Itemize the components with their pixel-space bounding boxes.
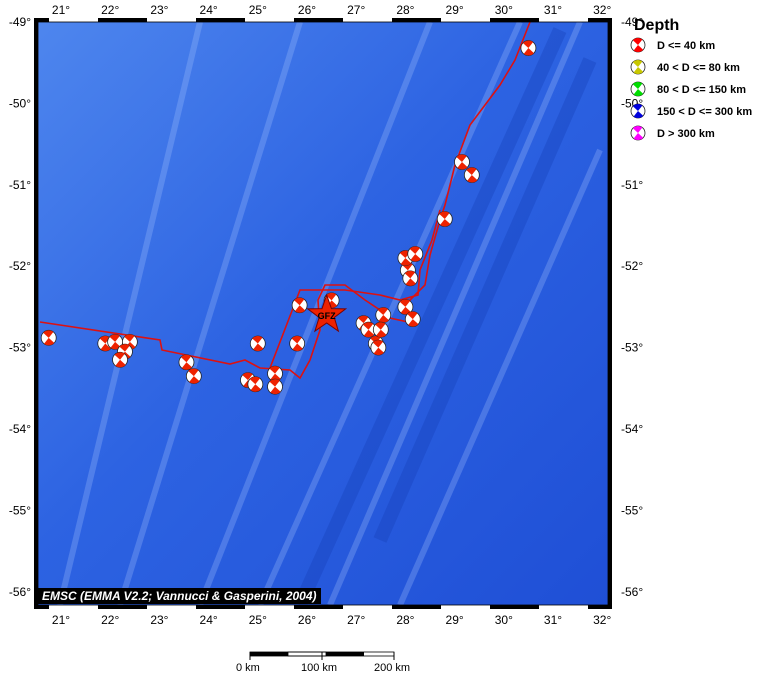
legend-item: 40 < D <= 80 km	[630, 59, 740, 75]
x-axis-bottom-labels: 21° 22° 23° 24° 25° 26° 27° 28° 29° 30° 31° 32°	[52, 613, 612, 627]
legend-title: Depth	[634, 17, 679, 34]
legend-beachball-icon	[630, 125, 646, 141]
x-tick-label-top: 27°	[347, 3, 365, 17]
x-axis-top-labels: 21° 22° 23° 24° 25° 26° 27° 28° 29° 30° 31° 32°	[52, 3, 612, 17]
legend-beachball-icon	[630, 37, 646, 53]
x-tick-label-top: 32°	[593, 3, 611, 17]
earthquake-events	[40, 40, 537, 395]
y-tick-label-left: -53°	[9, 341, 31, 355]
earthquake-beachball	[40, 329, 57, 346]
earthquake-beachball	[370, 339, 387, 356]
x-tick-label-top: 23°	[150, 3, 168, 17]
legend-beachball-icon	[630, 103, 646, 119]
earthquake-beachball	[402, 270, 419, 287]
x-tick-label-bottom: 31°	[544, 613, 562, 627]
x-tick-label-top: 29°	[446, 3, 464, 17]
y-tick-label-left: -56°	[9, 585, 31, 599]
earthquake-beachball	[289, 335, 306, 352]
legend-beachball-icon	[630, 59, 646, 75]
x-tick-label-bottom: 27°	[347, 613, 365, 627]
legend-item: 80 < D <= 150 km	[630, 81, 746, 97]
legend-item: D <= 40 km	[630, 37, 715, 53]
x-tick-label-bottom: 26°	[298, 613, 316, 627]
legend-beachball-icon	[630, 81, 646, 97]
y-tick-label-right: -56°	[621, 585, 643, 599]
x-tick-label-bottom: 23°	[150, 613, 168, 627]
x-tick-label-top: 31°	[544, 3, 562, 17]
legend-item-label: D <= 40 km	[657, 40, 715, 52]
earthquake-beachball	[407, 246, 424, 262]
x-tick-label-top: 26°	[298, 3, 316, 17]
earthquake-beachball	[397, 298, 414, 315]
x-tick-label-top: 28°	[396, 3, 414, 17]
scale-label-0: 0 km	[236, 662, 260, 674]
scale-label-100: 100 km	[301, 662, 338, 674]
x-tick-label-bottom: 28°	[396, 613, 414, 627]
depth-legend: Depth D <= 40 km 40 < D <= 80 km 80 < D <=…	[630, 17, 752, 141]
x-tick-label-bottom: 24°	[200, 613, 218, 627]
legend-item-label: 150 < D <= 300 km	[657, 106, 752, 118]
earthquake-beachball	[267, 365, 283, 382]
epicenter-label: GFZ	[318, 311, 336, 321]
earthquake-beachball	[247, 376, 264, 393]
x-tick-label-bottom: 32°	[593, 613, 611, 627]
earthquake-beachball	[178, 354, 195, 371]
earthquake-beachball	[520, 40, 537, 56]
y-tick-label-left: -55°	[9, 503, 31, 517]
y-tick-label-left: -51°	[9, 178, 31, 192]
earthquake-beachball	[463, 167, 480, 183]
y-tick-label-left: -52°	[9, 259, 31, 273]
x-tick-label-bottom: 30°	[495, 613, 513, 627]
x-tick-label-bottom: 29°	[446, 613, 464, 627]
scale-bar	[249, 651, 395, 660]
y-tick-label-right: -54°	[621, 422, 643, 436]
x-tick-label-top: 25°	[249, 3, 267, 17]
legend-item-label: 80 < D <= 150 km	[657, 84, 746, 96]
y-tick-label-left: -49°	[9, 15, 31, 29]
earthquake-beachball	[112, 351, 128, 368]
x-tick-label-top: 22°	[101, 3, 119, 17]
earthquake-beachball	[404, 311, 421, 328]
y-axis-right-labels: -49°-50°-51°-52°-53°-54°-55°-56°	[621, 15, 643, 599]
legend-item: 150 < D <= 300 km	[630, 103, 752, 119]
scale-label-200: 200 km	[374, 662, 411, 674]
x-tick-label-bottom: 21°	[52, 613, 70, 627]
plate-boundary	[39, 21, 531, 380]
earthquake-beachball	[436, 211, 453, 227]
x-tick-label-top: 24°	[200, 3, 218, 17]
fracture-zone-dark	[293, 27, 597, 608]
earthquake-beachball	[375, 307, 392, 323]
y-axis-left-labels: -49° -50° -51° -52° -53° -54° -55° -56°	[9, 15, 31, 599]
x-tick-label-top: 21°	[52, 3, 70, 17]
legend-item-label: D > 300 km	[657, 128, 715, 140]
x-tick-label-bottom: 22°	[101, 613, 119, 627]
earthquake-beachball	[267, 378, 283, 395]
y-tick-label-left: -50°	[9, 96, 31, 110]
y-tick-label-right: -53°	[621, 341, 643, 355]
map-frame	[34, 18, 612, 609]
y-tick-label-right: -51°	[621, 178, 643, 192]
y-tick-label-left: -54°	[9, 422, 31, 436]
y-tick-label-right: -55°	[621, 503, 643, 517]
y-tick-label-right: -52°	[621, 259, 643, 273]
earthquake-beachball	[107, 334, 124, 350]
earthquake-beachball	[249, 335, 266, 352]
legend-item-label: 40 < D <= 80 km	[657, 62, 740, 74]
x-tick-label-bottom: 25°	[249, 613, 267, 627]
earthquake-beachball	[360, 321, 377, 338]
x-tick-label-top: 30°	[495, 3, 513, 17]
earthquake-beachball	[291, 297, 308, 314]
plate-boundary-branch	[269, 209, 441, 369]
earthquake-beachball	[185, 368, 202, 384]
legend-item: D > 300 km	[630, 125, 715, 141]
data-credit: EMSC (EMMA V2.2; Vannucci & Gasperini, 2…	[38, 588, 321, 604]
main-event-star: GFZ	[306, 293, 348, 333]
earthquake-beachball	[454, 154, 470, 170]
earthquake-beachball	[372, 321, 389, 338]
y-tick-label-right: -49°	[621, 15, 643, 29]
